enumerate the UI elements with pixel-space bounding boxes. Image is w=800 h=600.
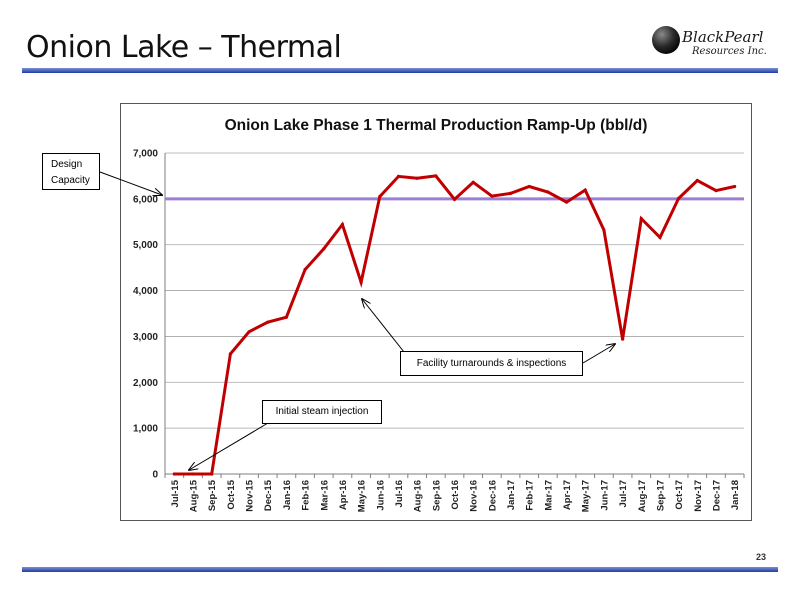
data-point bbox=[434, 174, 438, 178]
x-tick-label: Sep-15 bbox=[207, 479, 218, 511]
x-tick-label: Aug-16 bbox=[413, 480, 424, 512]
data-point bbox=[527, 184, 531, 189]
data-point bbox=[639, 216, 643, 221]
x-tick-label: Feb-16 bbox=[301, 480, 312, 511]
data-point bbox=[620, 337, 625, 341]
data-point bbox=[546, 190, 550, 194]
y-tick-label: 1,000 bbox=[133, 424, 158, 435]
chart-title: Onion Lake Phase 1 Thermal Production Ra… bbox=[224, 117, 648, 134]
x-tick-label: Nov-16 bbox=[469, 480, 480, 512]
data-point bbox=[695, 178, 699, 183]
data-point bbox=[284, 315, 289, 319]
x-tick-label: Dec-16 bbox=[487, 480, 498, 511]
page-number: 23 bbox=[756, 552, 767, 562]
data-point bbox=[733, 184, 737, 189]
facility-arrow-jul17 bbox=[582, 344, 615, 364]
x-tick-label: Nov-17 bbox=[693, 480, 704, 512]
bottom-rule bbox=[22, 567, 778, 572]
x-tick-label: Sep-17 bbox=[655, 480, 666, 511]
y-tick-label: 7,000 bbox=[133, 149, 158, 160]
facility-turnarounds-callout: Facility turnarounds & inspections bbox=[400, 351, 583, 376]
x-tick-label: Dec-17 bbox=[711, 480, 722, 511]
x-tick-label: Dec-15 bbox=[263, 479, 274, 511]
data-point bbox=[452, 197, 457, 201]
y-tick-label: 3,000 bbox=[133, 332, 158, 343]
x-tick-label: Aug-15 bbox=[189, 479, 200, 512]
x-tick-label: Nov-15 bbox=[245, 479, 256, 511]
data-point bbox=[583, 188, 587, 192]
x-tick-label: Feb-17 bbox=[525, 480, 536, 511]
data-point bbox=[191, 472, 195, 476]
data-point bbox=[677, 196, 681, 200]
x-tick-label: Oct-16 bbox=[450, 480, 461, 510]
logo-name: BlackPearl bbox=[682, 28, 764, 46]
data-point bbox=[266, 320, 270, 324]
x-tick-label: Jun-16 bbox=[375, 480, 386, 511]
x-tick-label: May-16 bbox=[357, 480, 368, 512]
x-tick-label: Jul-15 bbox=[170, 479, 181, 507]
data-point bbox=[490, 194, 494, 198]
data-point bbox=[415, 176, 419, 180]
chart-frame bbox=[120, 103, 752, 521]
data-point bbox=[359, 280, 363, 284]
data-point bbox=[714, 189, 718, 193]
slide-title: Onion Lake – Thermal bbox=[26, 30, 342, 65]
data-point bbox=[658, 235, 662, 239]
x-tick-label: Mar-16 bbox=[319, 480, 330, 511]
design-capacity-callout: Design Capacity bbox=[42, 153, 100, 190]
x-tick-label: Jun-17 bbox=[599, 480, 610, 511]
pearl-logo-icon bbox=[652, 26, 680, 54]
data-point bbox=[378, 194, 382, 199]
x-tick-label: Apr-16 bbox=[338, 480, 349, 510]
data-point bbox=[602, 228, 606, 232]
data-point bbox=[396, 174, 401, 178]
data-point bbox=[508, 191, 513, 195]
logo-subtitle: Resources Inc. bbox=[692, 46, 767, 57]
data-point bbox=[228, 352, 232, 356]
data-point bbox=[172, 472, 176, 476]
data-point bbox=[340, 222, 345, 227]
x-tick-label: Oct-17 bbox=[674, 480, 685, 510]
x-tick-label: Oct-15 bbox=[226, 479, 237, 509]
x-tick-label: Jan-16 bbox=[282, 480, 293, 510]
initial-steam-callout: Initial steam injection bbox=[262, 400, 382, 424]
x-tick-label: Jul-17 bbox=[618, 480, 629, 507]
design-capacity-arrow bbox=[99, 171, 162, 195]
data-point bbox=[564, 200, 569, 204]
x-tick-label: Apr-17 bbox=[562, 480, 573, 510]
y-tick-label: 5,000 bbox=[133, 240, 158, 251]
steam-arrow bbox=[189, 422, 269, 470]
top-rule bbox=[22, 68, 778, 73]
x-tick-label: Jan-17 bbox=[506, 480, 517, 510]
data-point bbox=[303, 267, 307, 272]
x-tick-label: Jul-16 bbox=[394, 480, 405, 507]
x-tick-label: Sep-16 bbox=[431, 480, 442, 511]
y-tick-label: 0 bbox=[152, 470, 158, 481]
y-tick-label: 2,000 bbox=[133, 378, 158, 389]
data-point bbox=[247, 330, 251, 334]
y-tick-label: 6,000 bbox=[133, 194, 158, 205]
data-point bbox=[210, 472, 214, 476]
facility-arrow-may16 bbox=[362, 299, 405, 353]
data-point bbox=[471, 180, 475, 184]
x-tick-label: Jan-18 bbox=[730, 480, 741, 510]
x-tick-label: May-17 bbox=[581, 480, 592, 512]
x-tick-label: Mar-17 bbox=[543, 480, 554, 511]
data-point bbox=[322, 247, 326, 251]
company-logo: BlackPearl Resources Inc. bbox=[650, 22, 776, 66]
y-tick-label: 4,000 bbox=[133, 286, 158, 297]
x-tick-label: Aug-17 bbox=[637, 480, 648, 512]
